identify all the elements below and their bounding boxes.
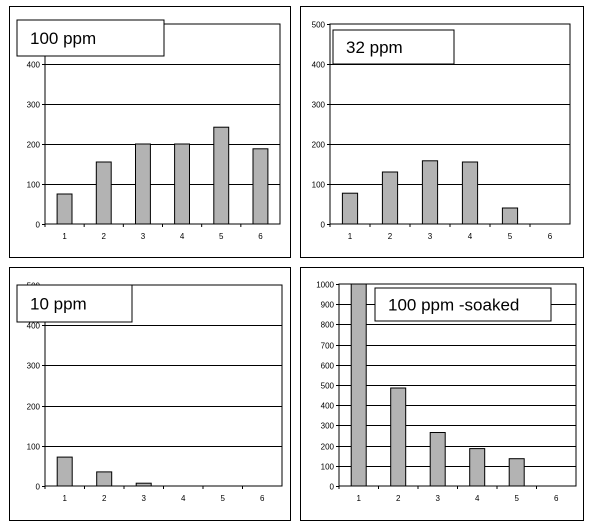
chart-panel-32ppm: 0 100 200 300 400 500 1 2 3 4 5 6 32 ppm [300,6,584,258]
x-tick-label: 4 [180,232,185,241]
chart-title: 32 ppm [346,38,403,57]
y-tick-label: 800 [321,321,335,330]
x-tick-label: 2 [102,232,107,241]
y-tick-label: 500 [321,382,335,391]
bar [56,456,73,487]
bar [381,171,399,225]
y-tick-label: 600 [321,362,335,371]
y-tick-label: 100 [321,463,335,472]
x-tick-label: 1 [62,232,67,241]
y-tick-label: 200 [312,141,326,150]
bar [95,161,112,225]
y-tick-label: 400 [321,402,335,411]
y-tick-label: 100 [312,181,326,190]
chart-svg-32ppm: 0 100 200 300 400 500 1 2 3 4 5 6 32 ppm [312,21,571,241]
bar [508,458,525,487]
x-tick-label: 3 [428,232,433,241]
x-tick-label: 4 [468,232,473,241]
x-tick-label: 5 [219,232,224,241]
x-tick-label: 3 [436,494,441,503]
chart-title: 100 ppm -soaked [388,296,519,315]
bar [96,471,113,487]
y-tick-label: 200 [27,403,41,412]
bar [135,143,151,225]
x-tick-label: 6 [260,494,265,503]
x-tick-label: 5 [221,494,226,503]
chart-panel-100ppm: 0100200300400500123456100 ppm [9,6,291,258]
y-tick-label: 900 [321,301,335,310]
x-tick-label: 6 [548,232,553,241]
y-tick-label: 0 [36,221,41,230]
chart-svg-10ppm: 010020030040050012345610 ppm [16,282,283,503]
x-tick-label: 4 [181,494,186,503]
chart-title-box [16,19,165,57]
chart-panel-10ppm: 010020030040050012345610 ppm [9,267,291,521]
bar [461,161,479,225]
bar [135,482,152,487]
plot-area [44,23,281,225]
y-tick-label: 400 [27,61,41,70]
bar [350,283,367,487]
chart-title: 10 ppm [30,295,87,314]
x-tick-label: 6 [554,494,559,503]
chart-title: 100 ppm [30,29,96,48]
x-tick-label: 1 [357,494,362,503]
chart-panel-100ppm-soaked: 0 100 200 300 400 500 600 700 800 900 1000 1 2 3 4 5 6 10… [300,267,584,521]
y-tick-label: 400 [312,61,326,70]
bar [213,126,230,225]
y-tick-label: 300 [312,101,326,110]
bar [429,432,446,487]
bar [341,192,359,225]
bar [421,160,439,225]
x-tick-label: 4 [475,494,480,503]
x-tick-label: 2 [388,232,393,241]
y-tick-label: 200 [27,141,41,150]
x-tick-label: 5 [515,494,520,503]
y-tick-label: 0 [330,483,335,492]
x-tick-label: 3 [141,232,146,241]
x-tick-label: 1 [348,232,353,241]
x-tick-label: 1 [63,494,68,503]
bar [501,207,519,225]
y-tick-label: 300 [321,422,335,431]
y-tick-label: 100 [27,181,41,190]
y-tick-label: 0 [36,483,41,492]
y-tick-label: 500 [312,21,326,30]
x-tick-label: 6 [258,232,263,241]
chart-svg-100ppm-soaked: 0 100 200 300 400 500 600 700 800 900 1000 1 2 3 4 5 6 10… [316,281,577,503]
x-tick-label: 3 [142,494,147,503]
bar [390,387,407,487]
y-tick-label: 300 [27,101,41,110]
bar [469,448,486,487]
bar [174,143,191,225]
x-tick-label: 5 [508,232,513,241]
y-tick-label: 700 [321,342,335,351]
chart-title-box [16,284,133,323]
y-tick-label: 100 [27,443,41,452]
y-tick-label: 200 [321,443,335,452]
bar [56,193,73,225]
chart-title-box [332,29,455,65]
x-tick-label: 2 [396,494,401,503]
y-tick-label: 300 [27,362,41,371]
y-tick-label: 400 [27,322,41,331]
chart-title-box [374,287,552,322]
y-tick-label: 1000 [316,281,334,290]
chart-svg-100ppm: 0100200300400500123456100 ppm [16,19,281,241]
x-tick-label: 2 [102,494,107,503]
y-tick-label: 0 [321,221,326,230]
bar [252,148,269,225]
